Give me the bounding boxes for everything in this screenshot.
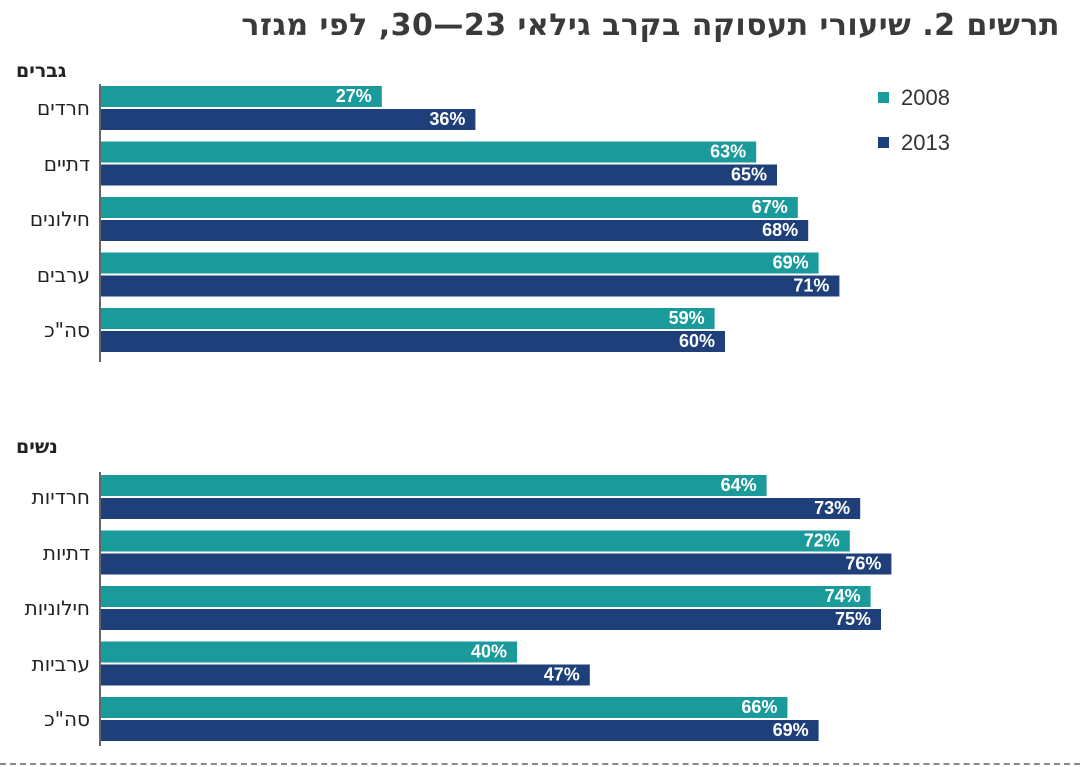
- bar-2008: [101, 197, 798, 218]
- bar-2008: [101, 641, 517, 663]
- bar-2008: [101, 530, 850, 552]
- bar-value-label: 75%: [835, 609, 871, 629]
- bar-2013: [101, 664, 590, 686]
- bar-value-label: 76%: [845, 554, 881, 574]
- bar-value-label: 71%: [793, 276, 829, 296]
- chart-title: תרשים 2. שיעורי תעסוקה בקרב גילאי 23—30,…: [241, 8, 1060, 43]
- category-label: דתיות: [42, 540, 90, 565]
- bar-value-label: 74%: [825, 586, 861, 606]
- bar-value-label: 40%: [471, 642, 507, 662]
- legend-label-2008: 2008: [901, 85, 950, 110]
- category-label: סה"כ: [44, 318, 90, 342]
- bar-value-label: 63%: [710, 142, 746, 162]
- bar-2008: [101, 252, 819, 274]
- bar-2013: [101, 220, 809, 241]
- bar-value-label: 69%: [773, 720, 809, 740]
- bar-2008: [101, 697, 788, 718]
- bar-2013: [101, 498, 861, 519]
- category-label: חרדים: [36, 96, 90, 120]
- bar-value-label: 65%: [731, 165, 767, 185]
- bar-value-label: 47%: [544, 665, 580, 685]
- bar-2008: [101, 475, 767, 496]
- bar-value-label: 69%: [773, 253, 809, 273]
- category-label: ערבים: [36, 262, 90, 287]
- category-label: סה"כ: [44, 707, 90, 731]
- bar-2008: [101, 86, 382, 107]
- bar-2013: [101, 331, 725, 352]
- bar-2013: [101, 275, 840, 297]
- category-label: חילונים: [29, 207, 90, 231]
- bar-value-label: 68%: [762, 220, 798, 240]
- legend-item-2008: 2008: [878, 85, 950, 111]
- group-label-men: גברים: [16, 60, 67, 82]
- legend-swatch-2008: [878, 91, 889, 103]
- category-label: דתיים: [43, 151, 90, 176]
- group-label-women: נשים: [16, 436, 58, 458]
- legend-label-2013: 2013: [901, 130, 950, 155]
- bottom-divider: [0, 763, 1080, 765]
- category-label: חילוניות: [24, 596, 90, 620]
- bar-value-label: 64%: [721, 475, 757, 495]
- category-label: חרדיות: [31, 485, 90, 509]
- bar-2013: [101, 164, 777, 186]
- bar-2013: [101, 720, 819, 741]
- bar-value-label: 60%: [679, 331, 715, 351]
- bar-value-label: 59%: [669, 308, 705, 328]
- legend-swatch-2013: [878, 136, 889, 148]
- bar-2013: [101, 109, 476, 130]
- bar-value-label: 73%: [814, 498, 850, 518]
- bar-2013: [101, 553, 892, 575]
- legend-item-2013: 2013: [878, 130, 950, 156]
- bar-2013: [101, 609, 881, 630]
- category-label: ערביות: [31, 651, 90, 676]
- bar-value-label: 36%: [429, 109, 465, 129]
- bar-2008: [101, 308, 715, 329]
- bar-value-label: 72%: [804, 531, 840, 551]
- bar-value-label: 27%: [336, 86, 372, 106]
- bar-2008: [101, 586, 871, 607]
- bar-value-label: 66%: [741, 697, 777, 717]
- bar-2008: [101, 141, 757, 163]
- bar-value-label: 67%: [752, 197, 788, 217]
